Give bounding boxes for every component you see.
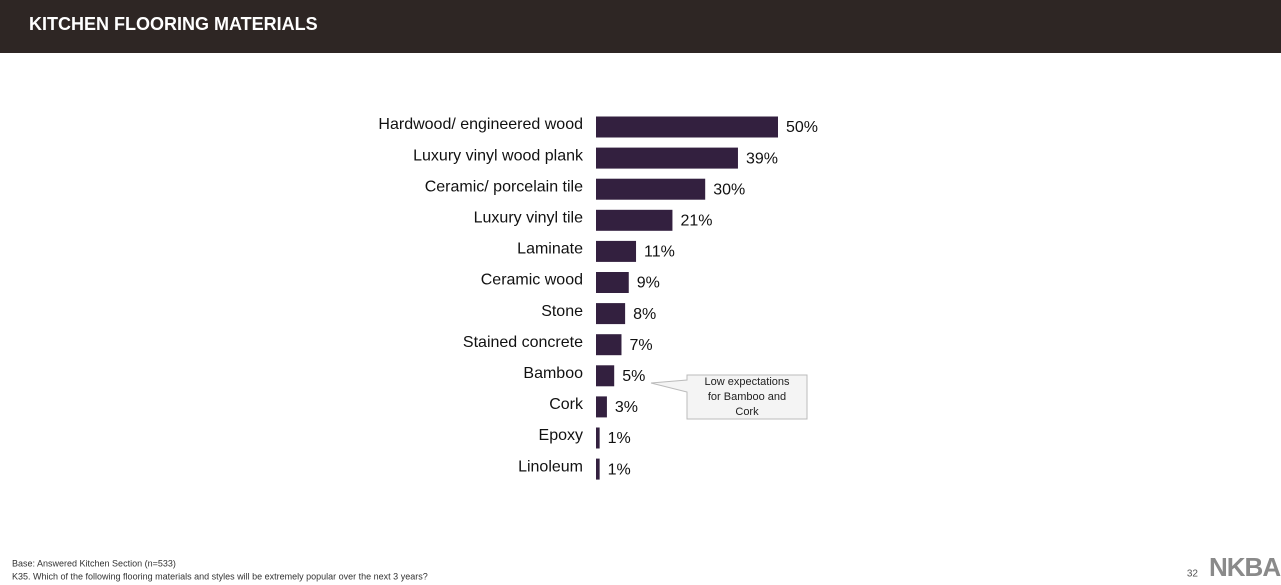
logo: NKBA: [1209, 552, 1281, 582]
value-label: 1%: [608, 461, 631, 478]
category-label: Bamboo: [523, 365, 583, 382]
bar: [596, 303, 626, 325]
category-label: Stone: [541, 303, 583, 320]
callout-box: [650, 374, 808, 420]
category-label: Hardwood/ engineered wood: [378, 116, 583, 133]
header-bar: [0, 0, 1281, 53]
bar: [596, 427, 600, 449]
bar: [596, 458, 600, 480]
category-label: Luxury vinyl tile: [474, 210, 583, 227]
bar: [596, 396, 607, 418]
bar: [596, 147, 738, 169]
value-label: 39%: [746, 150, 778, 167]
category-label: Cork: [549, 396, 584, 413]
bar: [596, 365, 615, 387]
value-label: 8%: [633, 306, 656, 323]
value-label: 21%: [680, 213, 712, 230]
bar: [596, 240, 637, 262]
value-label: 9%: [637, 275, 660, 292]
category-label: Luxury vinyl wood plank: [413, 147, 584, 164]
value-label: 11%: [644, 244, 675, 261]
bar: [596, 272, 629, 293]
footnote-base: Base: Answered Kitchen Section (n=533): [12, 558, 176, 568]
value-label: 5%: [622, 368, 645, 385]
title: KITCHEN FLOORING MATERIALS: [29, 14, 318, 34]
value-label: 1%: [608, 430, 631, 447]
bar: [596, 209, 673, 231]
bar: [596, 116, 778, 138]
page-number: 32: [1187, 569, 1199, 580]
bar: [596, 178, 706, 200]
value-label: 30%: [713, 181, 745, 198]
category-label: Laminate: [517, 241, 583, 258]
value-label: 3%: [615, 399, 638, 416]
category-label: Ceramic/ porcelain tile: [425, 178, 583, 195]
bar: [596, 334, 622, 356]
value-label: 7%: [629, 337, 652, 354]
category-label: Ceramic wood: [481, 272, 583, 289]
annotation: Low expectations for Bamboo and Cork: [704, 375, 790, 418]
category-label: Epoxy: [539, 427, 583, 444]
footnote-question: K35. Which of the following flooring mat…: [12, 571, 428, 581]
category-label: Linoleum: [518, 458, 583, 475]
value-label: 50%: [786, 119, 818, 136]
category-label: Stained concrete: [463, 334, 583, 351]
